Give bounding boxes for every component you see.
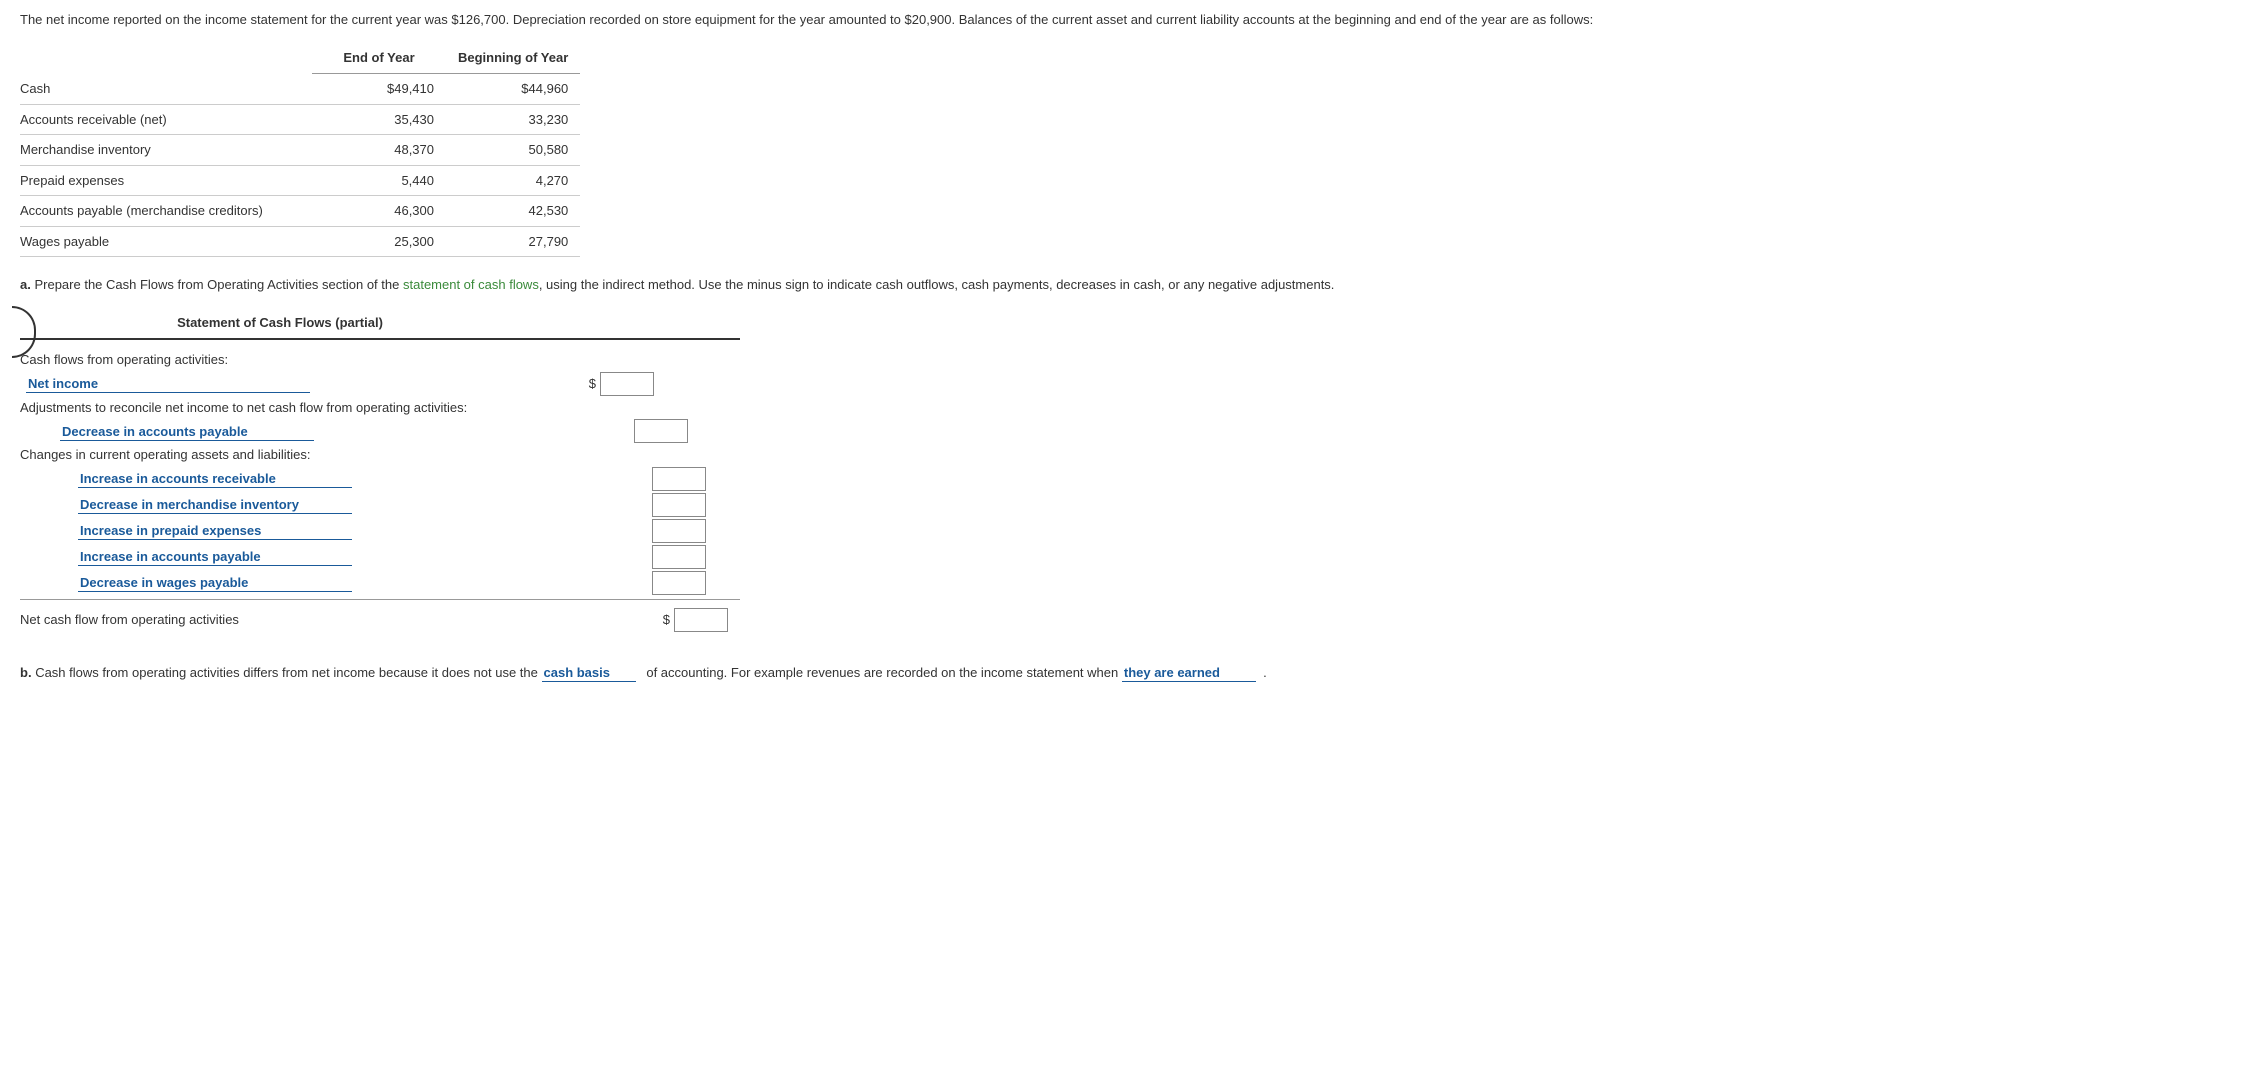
header-empty bbox=[20, 42, 312, 74]
input-netcash[interactable] bbox=[674, 608, 728, 632]
row-begin: 50,580 bbox=[446, 135, 580, 166]
dropdown-chg3[interactable]: Increase in prepaid expenses bbox=[78, 520, 352, 540]
input-net-income[interactable] bbox=[600, 372, 654, 396]
statement-title: Statement of Cash Flows (partial) bbox=[20, 313, 540, 339]
row-label: Merchandise inventory bbox=[20, 135, 312, 166]
question-b: b. Cash flows from operating activities … bbox=[20, 662, 2264, 683]
question-a: a. Prepare the Cash Flows from Operating… bbox=[20, 275, 2264, 295]
input-chg1[interactable] bbox=[652, 467, 706, 491]
dropdown-chg1[interactable]: Increase in accounts receivable bbox=[78, 468, 352, 488]
dollar-sign: $ bbox=[660, 610, 670, 630]
statement-of-cash-flows-link[interactable]: statement of cash flows bbox=[403, 277, 539, 292]
row-begin: 27,790 bbox=[446, 226, 580, 257]
row-end: 48,370 bbox=[312, 135, 446, 166]
row-label: Accounts payable (merchandise creditors) bbox=[20, 196, 312, 227]
label-adjustments: Adjustments to reconcile net income to n… bbox=[20, 398, 467, 418]
row-begin: 33,230 bbox=[446, 104, 580, 135]
table-row: Wages payable25,30027,790 bbox=[20, 226, 580, 257]
table-row: Cash$49,410$44,960 bbox=[20, 74, 580, 105]
dropdown-earned[interactable]: they are earned bbox=[1122, 662, 1256, 682]
qb-letter: b. bbox=[20, 665, 32, 680]
statement-container: Statement of Cash Flows (partial) Cash f… bbox=[20, 313, 2264, 632]
row-label: Prepaid expenses bbox=[20, 165, 312, 196]
dropdown-chg2[interactable]: Decrease in merchandise inventory bbox=[78, 494, 352, 514]
row-begin: $44,960 bbox=[446, 74, 580, 105]
divider bbox=[20, 338, 740, 340]
row-end: 46,300 bbox=[312, 196, 446, 227]
header-begin: Beginning of Year bbox=[446, 42, 580, 74]
table-row: Accounts payable (merchandise creditors)… bbox=[20, 196, 580, 227]
qb-t1: Cash flows from operating activities dif… bbox=[35, 665, 538, 680]
row-end: 25,300 bbox=[312, 226, 446, 257]
dropdown-chg4[interactable]: Increase in accounts payable bbox=[78, 546, 352, 566]
dropdown-adj1[interactable]: Decrease in accounts payable bbox=[60, 421, 314, 441]
dropdown-basis[interactable]: cash basis bbox=[542, 662, 636, 682]
input-chg3[interactable] bbox=[652, 519, 706, 543]
table-row: Merchandise inventory48,37050,580 bbox=[20, 135, 580, 166]
row-end: 35,430 bbox=[312, 104, 446, 135]
qb-t2: of accounting. For example revenues are … bbox=[646, 665, 1118, 680]
row-begin: 4,270 bbox=[446, 165, 580, 196]
input-chg5[interactable] bbox=[652, 571, 706, 595]
row-label: Cash bbox=[20, 74, 312, 105]
qa-text-before: Prepare the Cash Flows from Operating Ac… bbox=[34, 277, 399, 292]
divider-thin bbox=[20, 599, 740, 600]
label-cfoa: Cash flows from operating activities: bbox=[20, 350, 228, 370]
row-label: Accounts receivable (net) bbox=[20, 104, 312, 135]
balances-table: End of Year Beginning of Year Cash$49,41… bbox=[20, 42, 580, 258]
table-row: Prepaid expenses5,4404,270 bbox=[20, 165, 580, 196]
row-begin: 42,530 bbox=[446, 196, 580, 227]
row-end: 5,440 bbox=[312, 165, 446, 196]
input-chg4[interactable] bbox=[652, 545, 706, 569]
qb-t3: . bbox=[1263, 665, 1267, 680]
row-label: Wages payable bbox=[20, 226, 312, 257]
label-changes: Changes in current operating assets and … bbox=[20, 445, 311, 465]
input-adj1[interactable] bbox=[634, 419, 688, 443]
table-row: Accounts receivable (net)35,43033,230 bbox=[20, 104, 580, 135]
dropdown-net-income[interactable]: Net income bbox=[26, 373, 310, 393]
label-netcash: Net cash flow from operating activities bbox=[20, 610, 239, 630]
qa-text-after: , using the indirect method. Use the min… bbox=[539, 277, 1335, 292]
dollar-sign: $ bbox=[586, 374, 596, 394]
header-end: End of Year bbox=[312, 42, 446, 74]
input-chg2[interactable] bbox=[652, 493, 706, 517]
dropdown-chg5[interactable]: Decrease in wages payable bbox=[78, 572, 352, 592]
row-end: $49,410 bbox=[312, 74, 446, 105]
qa-letter: a. bbox=[20, 277, 31, 292]
intro-text: The net income reported on the income st… bbox=[20, 10, 2264, 30]
